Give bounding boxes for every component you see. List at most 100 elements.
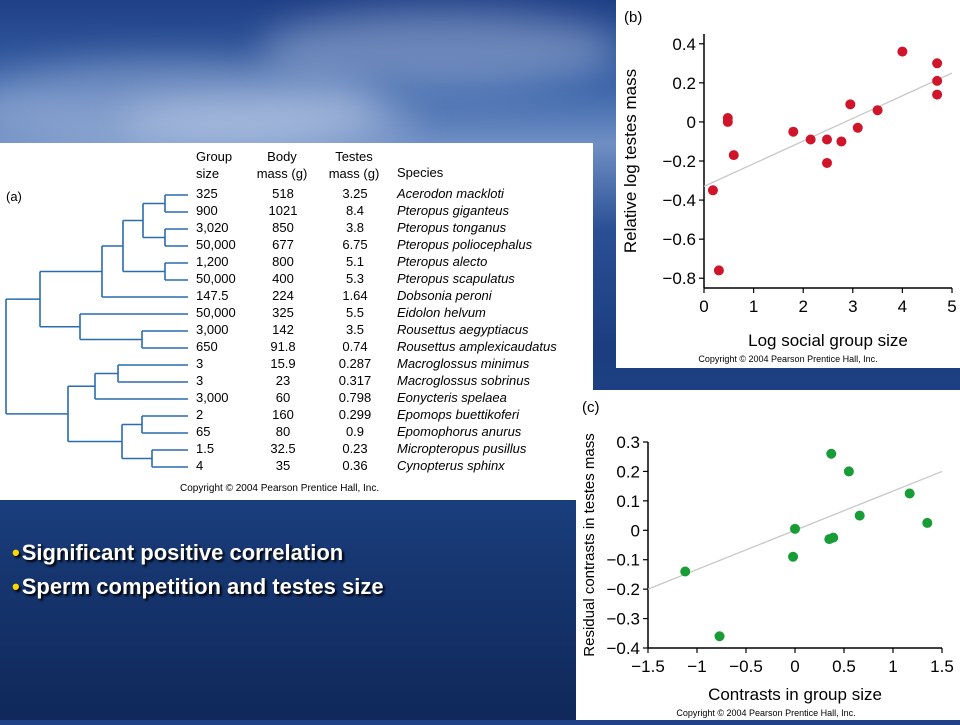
x-tick-label: 5 xyxy=(947,297,956,316)
cell-group-size: 65 xyxy=(196,424,211,439)
header-body-mass-line2: mass (g) xyxy=(256,166,308,181)
table-row: 1.5 32.5 0.23 Micropteropus pusillus xyxy=(0,441,593,458)
y-tick-label: 0.2 xyxy=(672,74,696,93)
bullet-list: •Significant positive correlation •Sperm… xyxy=(12,540,384,608)
x-tick-label: 0 xyxy=(790,657,799,676)
cell-body-mass: 142 xyxy=(272,322,294,337)
data-point xyxy=(904,488,915,499)
x-tick-label: 1.5 xyxy=(930,657,954,676)
cell-species: Epomophorus anurus xyxy=(397,424,522,439)
y-tick-label: −0.4 xyxy=(662,191,696,210)
data-point xyxy=(836,136,847,147)
data-point xyxy=(707,185,718,196)
table-row: 65 80 0.9 Epomophorus anurus xyxy=(0,424,593,441)
y-tick-label: −0.2 xyxy=(606,580,640,599)
data-point xyxy=(805,134,816,145)
cell-group-size: 325 xyxy=(196,186,218,201)
data-point xyxy=(790,523,800,534)
panel-a-table: (a) Group size Body mass (g) Testes mass… xyxy=(0,143,593,500)
table-row: 3,000 142 3.5 Rousettus aegyptiacus xyxy=(0,322,593,339)
cell-testes-mass: 0.74 xyxy=(342,339,368,354)
panel-label: (b) xyxy=(624,9,642,26)
data-point xyxy=(932,89,943,100)
cell-body-mass: 32.5 xyxy=(270,441,296,456)
data-point xyxy=(722,113,733,124)
chart-c-svg: (c) 0.3 0.2 0.1 0 −0.1 −0.2 −0.3 −0.4−1.5 −1 −0.5 0… xyxy=(581,399,954,718)
data-point xyxy=(897,46,908,57)
cell-group-size: 50,000 xyxy=(196,271,236,286)
header-group-size-line1: Group xyxy=(196,149,233,164)
cell-group-size: 147.5 xyxy=(196,288,229,303)
x-tick-label: 0.5 xyxy=(832,657,856,676)
y-tick-label: −0.1 xyxy=(606,551,640,570)
y-tick-label: 0.1 xyxy=(616,492,640,511)
background-cloud xyxy=(0,60,380,150)
cell-body-mass: 91.8 xyxy=(270,339,296,354)
table-row: 650 91.8 0.74 Rousettus amplexicaudatus xyxy=(0,339,593,356)
cell-species: Epomops buettikoferi xyxy=(397,407,520,422)
trend-line xyxy=(703,72,953,187)
table-row: 900 1021 8.4 Pteropus giganteus xyxy=(0,203,593,220)
cell-testes-mass: 3.25 xyxy=(342,186,368,201)
cell-testes-mass: 5.3 xyxy=(345,271,365,286)
bullet-text: Sperm competition and testes size xyxy=(21,574,384,599)
y-tick-label: 0 xyxy=(631,521,640,540)
data-point xyxy=(822,157,833,168)
panel-a-copyright: Copyright © 2004 Pearson Prentice Hall, … xyxy=(180,483,380,494)
x-tick-label: 1 xyxy=(888,657,897,676)
chart-copyright: Copyright © 2004 Pearson Prentice Hall, … xyxy=(676,708,855,718)
x-tick-label: 0 xyxy=(699,297,708,316)
data-point xyxy=(826,448,837,459)
header-group-size: Group size xyxy=(196,148,232,182)
y-tick-label: −0.6 xyxy=(662,230,696,249)
cell-body-mass: 60 xyxy=(275,390,291,405)
cell-group-size: 50,000 xyxy=(196,237,236,252)
y-tick-label: −0.8 xyxy=(662,269,696,288)
table-row: 3 23 0.317 Macroglossus sobrinus xyxy=(0,373,593,390)
bullet-item: •Sperm competition and testes size xyxy=(12,574,384,600)
bullet-item: •Significant positive correlation xyxy=(12,540,384,566)
cell-group-size: 650 xyxy=(196,339,218,354)
cell-group-size: 3,000 xyxy=(196,322,229,337)
background-cloud xyxy=(120,95,420,145)
table-row: 4 35 0.36 Cynopterus sphinx xyxy=(0,458,593,475)
x-tick-label: 3 xyxy=(848,297,857,316)
y-tick-label: −0.2 xyxy=(662,152,696,171)
table-row: 1,200 800 5.1 Pteropus alecto xyxy=(0,254,593,271)
table-row: 2 160 0.299 Epomops buettikoferi xyxy=(0,407,593,424)
cell-species: Micropteropus pusillus xyxy=(397,441,527,456)
cell-body-mass: 325 xyxy=(272,305,294,320)
data-point xyxy=(845,99,856,110)
x-tick-label: 4 xyxy=(898,297,907,316)
x-tick-label: 2 xyxy=(798,297,807,316)
cell-species: Eidolon helvum xyxy=(397,305,486,320)
cell-testes-mass: 0.299 xyxy=(338,407,372,422)
y-tick-label: 0.4 xyxy=(672,35,696,54)
data-point xyxy=(843,466,854,477)
x-tick-label: −0.5 xyxy=(729,657,763,676)
header-body-mass: Body mass (g) xyxy=(252,148,312,182)
cell-testes-mass: 5.1 xyxy=(345,254,365,269)
data-point xyxy=(828,532,839,543)
y-tick-label: 0.2 xyxy=(616,462,640,481)
cell-species: Macroglossus minimus xyxy=(397,356,530,371)
data-point xyxy=(822,134,833,145)
data-point xyxy=(788,126,799,137)
cell-group-size: 1,200 xyxy=(196,254,229,269)
chart-copyright: Copyright © 2004 Pearson Prentice Hall, … xyxy=(698,354,877,364)
y-tick-label: 0.3 xyxy=(616,433,640,452)
header-testes-mass-line1: Testes xyxy=(335,149,373,164)
data-point xyxy=(852,122,863,133)
phylogenetic-tree xyxy=(5,194,188,468)
cell-body-mass: 224 xyxy=(272,288,294,303)
cell-body-mass: 160 xyxy=(272,407,294,422)
bullet-dot-icon: • xyxy=(12,574,20,599)
cell-species: Pteropus giganteus xyxy=(397,203,510,218)
header-species: Species xyxy=(397,165,444,180)
data-point xyxy=(728,150,739,161)
cell-testes-mass: 8.4 xyxy=(345,203,365,218)
table-row: 3,000 60 0.798 Eonycteris spelaea xyxy=(0,390,593,407)
x-axis-label: Contrasts in group size xyxy=(708,685,882,704)
background-cloud xyxy=(260,10,620,90)
